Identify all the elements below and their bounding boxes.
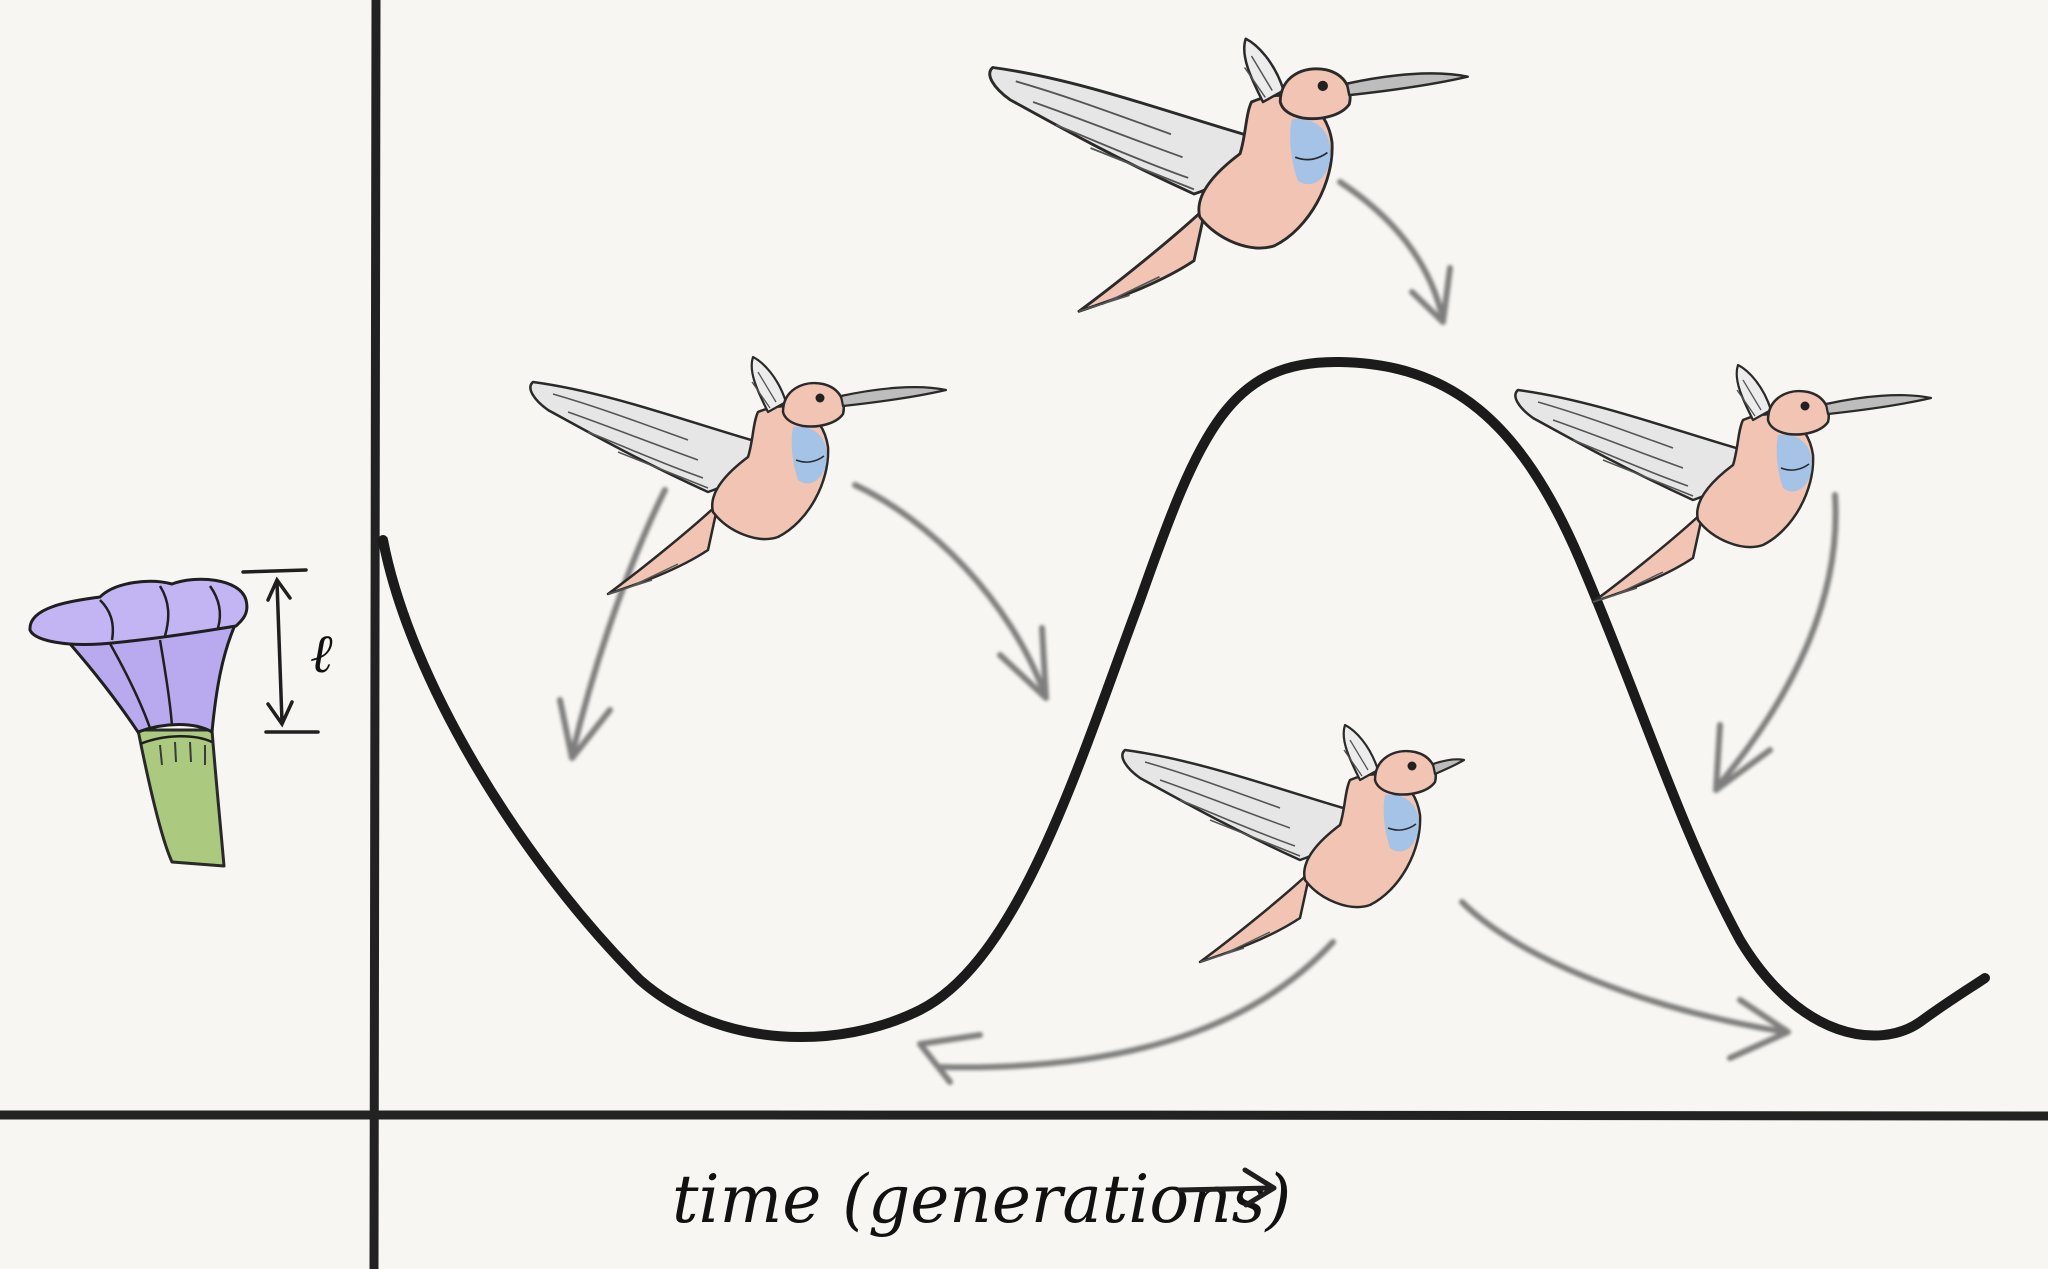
hummingbird-icon (988, 37, 1470, 313)
y-axis (369, 0, 381, 1269)
selection-arrows (557, 179, 1839, 1085)
arrow-bottom-bird-right (1459, 899, 1791, 1061)
trait-curve (378, 356, 1990, 1042)
arrow-bottom-bird-left (917, 939, 1336, 1085)
arrow-top-bird-to-peak (1337, 179, 1453, 325)
flower-length-label: ℓ (310, 622, 333, 685)
hummingbird-icon (529, 355, 948, 596)
arrow-right-bird-down (1713, 492, 1839, 793)
flower-length-indicator (241, 568, 320, 734)
right-arrow-icon (1177, 1167, 1277, 1208)
arrow-left-bird-right (852, 482, 1049, 701)
hummingbird-icon (1121, 723, 1466, 964)
arrow-left-bird-down (557, 487, 668, 761)
x-axis (0, 1110, 2048, 1121)
x-axis-label: time (generations) (672, 1161, 1291, 1238)
trumpet-flower-icon (28, 577, 249, 868)
